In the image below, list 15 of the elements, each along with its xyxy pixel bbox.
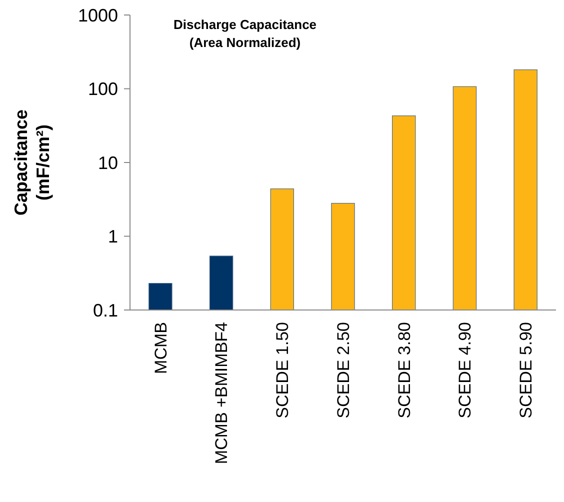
x-tick-label: MCMB [151,322,170,374]
y-tick-label: 100 [88,79,118,100]
text: (Area Normalized) [189,35,301,50]
y-tick-label: 10 [98,152,118,173]
y-axis-title: Capacitance (mF/cm²) [11,109,53,216]
x-tick-label: SCEDE 2.50 [334,322,353,418]
x-tick-label: SCEDE 5.90 [516,322,536,418]
y-tick-label: 0.1 [92,300,118,320]
x-tick-label: MCMB +BMIMBF4 [212,322,232,464]
y-tick-label: 1000 [78,5,118,26]
x-tick-label: SCEDE 3.80 [394,322,414,418]
x-tick-label: SCEDE 1.50 [273,322,292,418]
y-tick-label: 1 [108,226,118,247]
x-tick-label: SCEDE 4.90 [456,322,475,418]
chart-title: Discharge Capacitance [173,17,317,32]
